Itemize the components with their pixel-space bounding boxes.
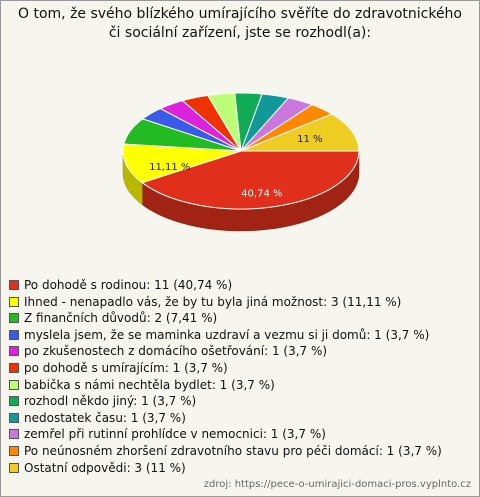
legend-swatch xyxy=(9,329,19,340)
data-label: 40,74 % xyxy=(241,188,282,199)
legend-label: Ihned - nenapadlo vás, že by tu byla jin… xyxy=(24,294,402,309)
legend-item: Z finančních důvodů: 2 (7,41 %) xyxy=(9,310,442,327)
legend-swatch xyxy=(9,362,19,373)
legend-item: po dohodě s umírajícím: 1 (3,7 %) xyxy=(9,360,442,377)
legend-label: nedostatek času: 1 (3,7 %) xyxy=(24,410,186,425)
legend-label: babička s námi nechtěla bydlet: 1 (3,7 %… xyxy=(24,377,275,392)
legend-item: myslela jsem, že se maminka uzdraví a ve… xyxy=(9,327,442,344)
legend-swatch xyxy=(9,346,19,357)
legend-swatch xyxy=(9,280,19,290)
legend-item: po zkušenostech z domácího ošetřování: 1… xyxy=(9,343,442,360)
legend-item: babička s námi nechtěla bydlet: 1 (3,7 %… xyxy=(9,377,442,394)
legend-item: Po neúnosném zhoršení zdravotního stavu … xyxy=(9,443,442,460)
source: zdroj: https://pece-o-umirajici-domaci-p… xyxy=(203,479,471,490)
legend: Po dohodě s rodinou: 11 (40,74 %) Ihned -… xyxy=(9,277,442,476)
legend-label: zemřel při rutinní prohlídce v nemocnici… xyxy=(24,427,326,442)
legend-swatch xyxy=(9,429,19,440)
legend-swatch xyxy=(9,313,19,324)
pie-area: 40,74 % 11,11 % 11 % xyxy=(122,92,360,232)
legend-label: Z finančních důvodů: 2 (7,41 %) xyxy=(24,311,218,326)
legend-item: zemřel při rutinní prohlídce v nemocnici… xyxy=(9,426,442,443)
legend-swatch xyxy=(9,296,19,307)
legend-label: Po neúnosném zhoršení zdravotního stavu … xyxy=(24,443,442,458)
legend-item: rozhodl někdo jiný: 1 (3,7 %) xyxy=(9,393,442,410)
legend-label: myslela jsem, že se maminka uzdraví a ve… xyxy=(24,327,430,342)
legend-swatch xyxy=(9,462,19,473)
legend-swatch xyxy=(9,396,19,407)
legend-label: Ostatní odpovědi: 3 (11 %) xyxy=(24,460,186,475)
legend-swatch xyxy=(9,445,19,456)
data-label: 11,11 % xyxy=(149,162,190,173)
legend-swatch xyxy=(9,379,19,390)
legend-item: Ihned - nenapadlo vás, že by tu byla jin… xyxy=(9,294,442,311)
data-label: 11 % xyxy=(297,134,322,145)
legend-item: Ostatní odpovědi: 3 (11 %) xyxy=(9,460,442,477)
legend-label: Po dohodě s rodinou: 11 (40,74 %) xyxy=(24,278,233,292)
legend-label: po zkušenostech z domácího ošetřování: 1… xyxy=(24,344,328,359)
legend-item: nedostatek času: 1 (3,7 %) xyxy=(9,410,442,427)
legend-item: Po dohodě s rodinou: 11 (40,74 %) xyxy=(9,277,442,294)
legend-swatch xyxy=(9,412,19,423)
slice xyxy=(240,113,360,152)
slice xyxy=(122,143,242,184)
legend-label: po dohodě s umírajícím: 1 (3,7 %) xyxy=(24,360,228,375)
legend-label: rozhodl někdo jiný: 1 (3,7 %) xyxy=(24,394,197,409)
chart-title: O tom, že svého blízkého umírajícího svě… xyxy=(18,6,462,41)
